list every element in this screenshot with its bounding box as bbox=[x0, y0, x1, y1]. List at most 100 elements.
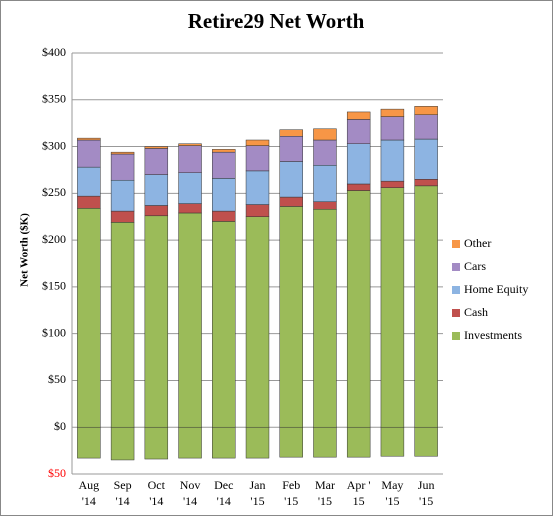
legend-label: Cash bbox=[464, 305, 488, 319]
bar-segment bbox=[144, 174, 169, 206]
x-tick-label: May '15 bbox=[381, 478, 403, 508]
bar-segment bbox=[380, 180, 405, 188]
bar-segment bbox=[414, 106, 438, 115]
bar-segment bbox=[110, 151, 135, 155]
legend-label: Investments bbox=[464, 328, 522, 342]
bar-segment bbox=[313, 128, 337, 141]
y-tick-label: $250 bbox=[42, 185, 66, 199]
bar-segment bbox=[144, 426, 169, 460]
bar-segment bbox=[346, 183, 371, 191]
bar-segment bbox=[346, 143, 371, 185]
chart-title: Retire29 Net Worth bbox=[188, 9, 365, 33]
bar-segment bbox=[110, 426, 135, 461]
x-tick-label: Dec '14 bbox=[214, 478, 233, 508]
bar-segment bbox=[77, 195, 101, 209]
bar-segment bbox=[77, 139, 101, 168]
legend-swatch bbox=[452, 332, 460, 340]
bar-segment bbox=[77, 208, 101, 428]
bar-segment bbox=[212, 221, 236, 428]
bar-segment bbox=[313, 201, 337, 210]
bar-segment bbox=[144, 148, 169, 175]
bar-segment bbox=[245, 216, 270, 428]
bar-segment bbox=[380, 139, 405, 182]
bar-segment bbox=[144, 146, 169, 149]
y-tick-label: $300 bbox=[42, 138, 66, 152]
y-axis-title: Net Worth ($K) bbox=[19, 213, 31, 287]
legend-swatch bbox=[452, 286, 460, 294]
bar-segment bbox=[212, 210, 236, 222]
x-tick-label: Sep '14 bbox=[114, 478, 132, 508]
bar-segment bbox=[313, 139, 337, 166]
bar-segment bbox=[144, 215, 169, 428]
bar-segment bbox=[245, 145, 270, 172]
y-tick-label: $50 bbox=[48, 466, 66, 480]
bar-segment bbox=[313, 165, 337, 203]
bar-segment bbox=[178, 203, 202, 214]
bar-segment bbox=[313, 208, 337, 428]
bar-segment bbox=[380, 108, 405, 117]
bar-segment bbox=[178, 426, 202, 459]
legend-swatch bbox=[452, 240, 460, 248]
bar-segment bbox=[178, 212, 202, 428]
bar-segment bbox=[346, 111, 371, 120]
bar-segment bbox=[178, 172, 202, 204]
bar-segment bbox=[414, 185, 438, 428]
bar-segment bbox=[279, 136, 303, 162]
legend-swatch bbox=[452, 263, 460, 271]
bar-segment bbox=[346, 119, 371, 144]
bar-segment bbox=[212, 151, 236, 179]
y-tick-label: $100 bbox=[42, 325, 66, 339]
bar-segment bbox=[110, 179, 135, 212]
bar-segment bbox=[279, 161, 303, 198]
bar-segment bbox=[414, 138, 438, 180]
legend-label: Home Equity bbox=[464, 282, 528, 296]
y-tick-label: $400 bbox=[42, 45, 66, 59]
bar-segment bbox=[245, 204, 270, 217]
bar-segment bbox=[110, 210, 135, 223]
x-tick-label: Oct '14 bbox=[148, 478, 166, 508]
y-tick-label: $0 bbox=[54, 419, 66, 433]
bar-segment bbox=[212, 426, 236, 459]
bar-segment bbox=[313, 426, 337, 458]
bar-segment bbox=[178, 145, 202, 174]
bar-segment bbox=[212, 149, 236, 153]
bar-segment bbox=[144, 205, 169, 217]
x-tick-label: Nov '14 bbox=[180, 478, 201, 508]
legend-label: Cars bbox=[464, 259, 486, 273]
bar-segment bbox=[110, 153, 135, 181]
bar-segment bbox=[414, 114, 438, 140]
bar-segment bbox=[279, 196, 303, 207]
bar-segment bbox=[77, 137, 101, 141]
bar-segment bbox=[245, 426, 270, 459]
bar-segment bbox=[77, 426, 101, 459]
bar-segment bbox=[414, 179, 438, 187]
bar-segment bbox=[178, 143, 202, 146]
bar-segment bbox=[212, 178, 236, 212]
y-tick-label: $150 bbox=[42, 279, 66, 293]
bar-segment bbox=[245, 139, 270, 146]
legend-swatch bbox=[452, 309, 460, 317]
x-tick-label: Apr ' 15 bbox=[347, 478, 371, 508]
y-tick-label: $350 bbox=[42, 92, 66, 106]
bar-segment bbox=[380, 116, 405, 141]
bar-segment bbox=[380, 187, 405, 428]
bar-segment bbox=[110, 222, 135, 428]
bar-segment bbox=[380, 426, 405, 457]
legend-label: Other bbox=[464, 236, 491, 250]
bar-segment bbox=[346, 190, 371, 428]
x-tick-label: Jun '15 bbox=[418, 478, 435, 508]
x-tick-label: Jan '15 bbox=[250, 478, 266, 508]
bar-segment bbox=[279, 206, 303, 428]
y-tick-label: $50 bbox=[48, 372, 66, 386]
bar-segment bbox=[77, 166, 101, 197]
bar-segment bbox=[279, 426, 303, 458]
bar-segment bbox=[414, 426, 438, 457]
x-tick-label: Mar '15 bbox=[315, 478, 335, 508]
x-tick-label: Aug '14 bbox=[79, 478, 100, 508]
x-tick-label: Feb '15 bbox=[282, 478, 300, 508]
bar-segment bbox=[279, 129, 303, 137]
bar-segment bbox=[346, 426, 371, 458]
bar-segment bbox=[245, 170, 270, 205]
y-tick-label: $200 bbox=[42, 232, 66, 246]
